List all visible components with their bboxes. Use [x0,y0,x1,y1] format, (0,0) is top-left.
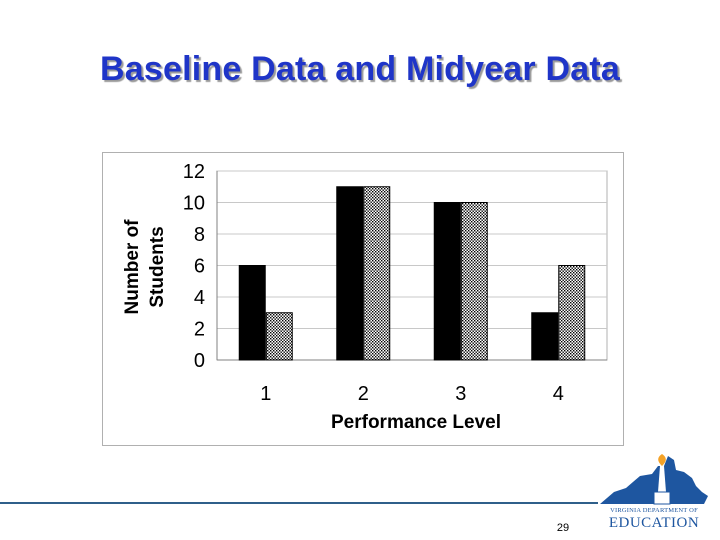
x-tick-label-2: 2 [358,383,369,405]
chart-frame: 0 2 4 6 8 10 12 1 2 3 4 Number of Students Perform… [102,152,624,446]
vdoe-logo: VIRGINIA DEPARTMENT OF EDUCATION [596,452,712,534]
x-tick-label-3: 3 [455,383,466,405]
x-tick-label-1: 1 [260,383,271,405]
y-axis-title-line2: Students [147,226,168,307]
virginia-state-icon: VIRGINIA DEPARTMENT OF EDUCATION [600,454,708,531]
bar-series2-level-2 [363,186,391,361]
bar-series1-level-3 [433,202,461,361]
x-axis-title: Performance Level [331,412,501,433]
bar-series2-level-1 [265,312,293,361]
bar-series1-level-1 [238,265,266,361]
y-tick-label-0: 0 [194,350,205,372]
y-axis-title-line1: Number of [122,219,143,315]
page-number: 29 [556,522,570,534]
y-tick-label-8: 8 [194,224,205,246]
y-tick-label-2: 2 [194,319,205,341]
y-tick-label-4: 4 [194,287,205,309]
y-tick-label-6: 6 [194,256,205,278]
bar-series1-level-2 [336,186,364,361]
logo-text-top: VIRGINIA DEPARTMENT OF [610,507,698,514]
footer-divider [0,502,598,504]
y-tick-label-12: 12 [183,161,205,183]
y-tick-label-10: 10 [183,193,205,215]
bar-series2-level-4 [558,265,586,361]
x-tick-label-4: 4 [553,383,564,405]
bar-series1-level-4 [531,312,559,361]
logo-text-main: EDUCATION [609,515,699,531]
bar-series2-level-3 [460,202,488,361]
slide-title: Baseline Data and Midyear Data [100,50,620,88]
